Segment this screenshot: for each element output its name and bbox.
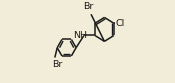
Text: Br: Br [52, 60, 63, 69]
Text: NH: NH [73, 31, 87, 40]
Text: Br: Br [83, 2, 94, 11]
Text: Cl: Cl [116, 19, 125, 28]
